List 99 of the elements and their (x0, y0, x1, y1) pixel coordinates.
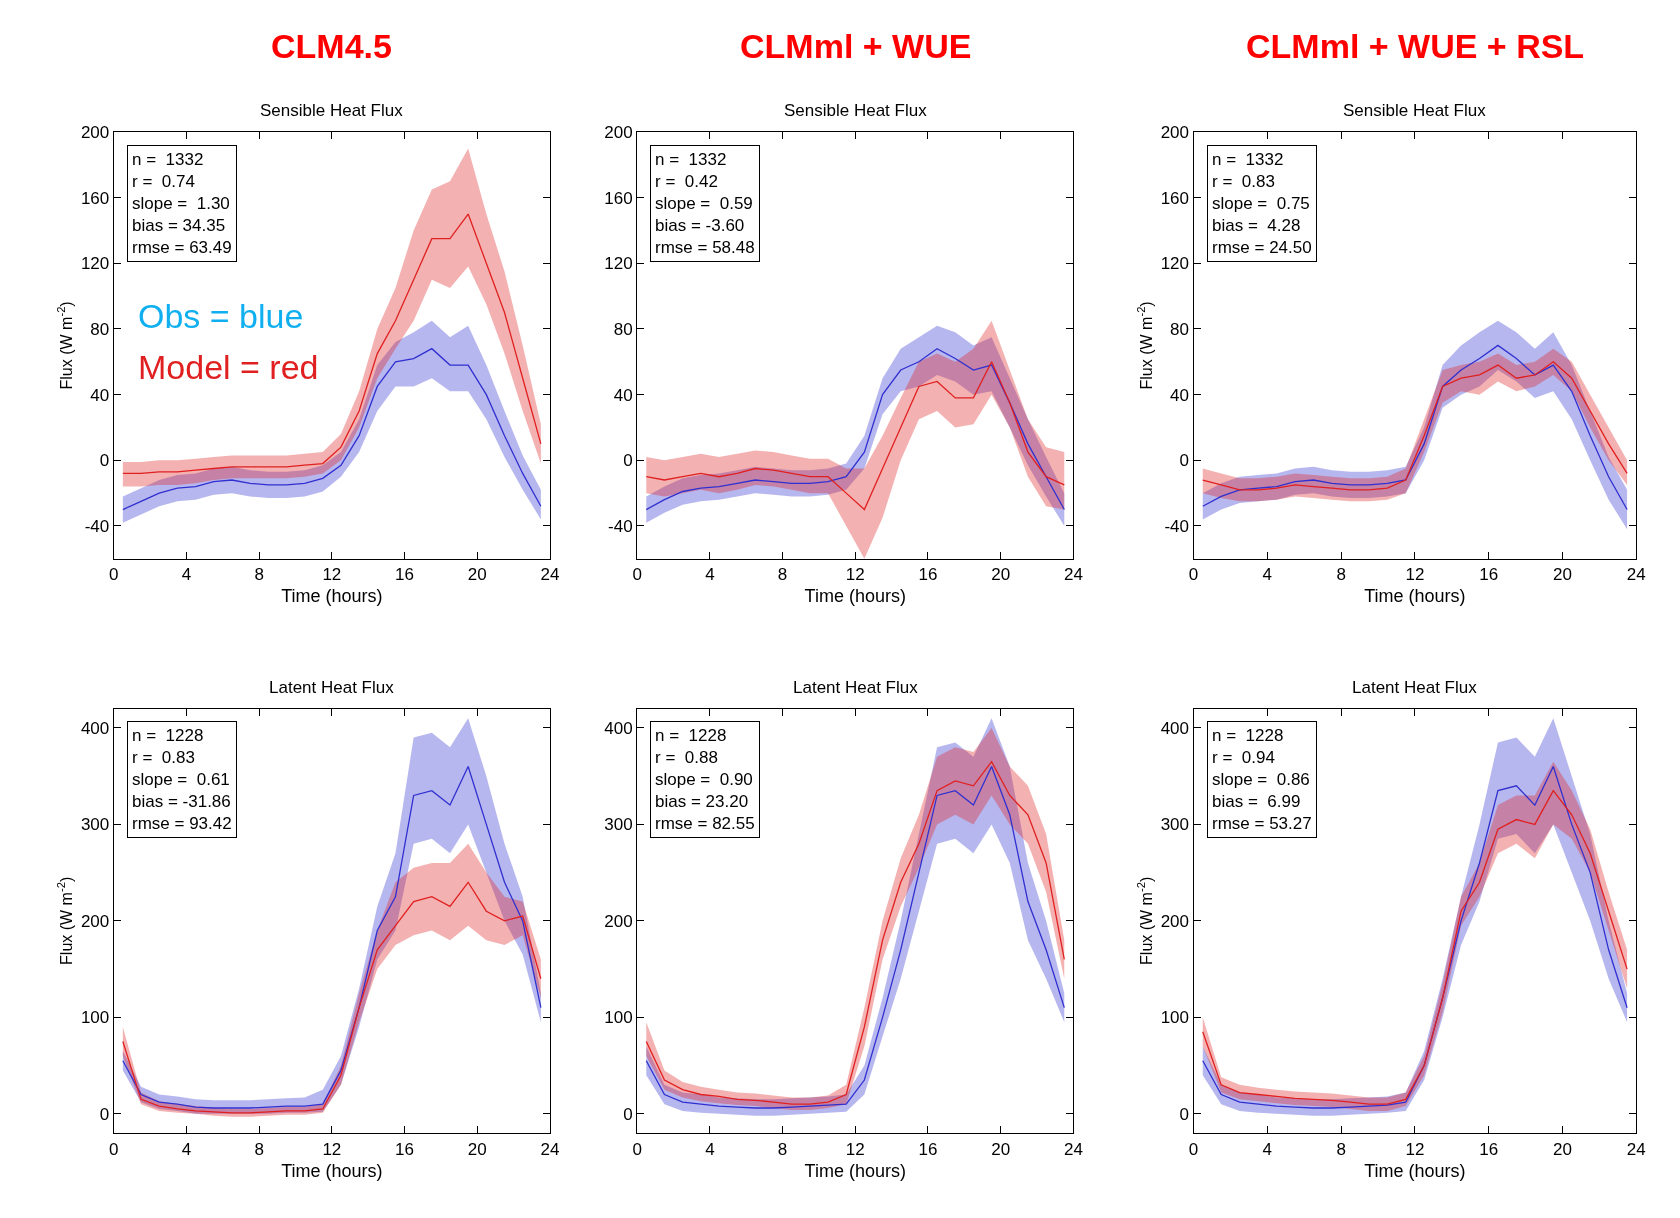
x-tick-label: 8 (254, 565, 264, 585)
chart-title: CLMml + WUE + RSL (1246, 27, 1585, 65)
y-tick-label: 40 (1170, 385, 1190, 405)
y-tick-label: 100 (1160, 1008, 1190, 1028)
y-tick-label: 100 (604, 1008, 633, 1028)
y-tick-label: 400 (80, 718, 110, 738)
annotation: n = 1332 r = 0.42 slope = 0.59 bias = -3.60 rmse = 58.48 (655, 150, 755, 258)
x-axis-title: Time (hours) (281, 1160, 383, 1181)
x-tick-label: 20 (991, 1139, 1011, 1159)
y-tick-label: 120 (1160, 254, 1190, 274)
x-tick-label: 12 (1405, 1139, 1425, 1159)
x-axis-title: Time (hours) (1364, 586, 1466, 607)
annotation: n = 1332 r = 0.74 slope = 1.30 bias = 34.35 rmse = 63.49 (132, 150, 232, 258)
line-series (122, 881, 542, 1114)
y-tick-label: 0 (99, 451, 110, 471)
chart-subtitle: Sensible Heat Flux (260, 101, 404, 120)
y-tick-label: 200 (80, 122, 110, 142)
y-tick-label: 120 (604, 254, 633, 274)
x-axis-title: Time (hours) (281, 586, 383, 607)
annotation: n = 1228 r = 0.88 slope = 0.90 bias = 23.20 rmse = 82.55 (655, 726, 755, 834)
y-tick-label: -40 (608, 516, 633, 536)
y-tick-label: 0 (99, 1104, 110, 1124)
y-tick-label: 400 (1160, 718, 1190, 738)
y-tick-label: 0 (623, 1104, 633, 1124)
x-tick-label: 24 (1063, 1139, 1083, 1159)
line-series (122, 348, 542, 511)
x-axis-title: Time (hours) (1364, 1160, 1466, 1181)
x-tick-label: 20 (991, 565, 1011, 585)
x-tick-label: 16 (918, 1139, 938, 1159)
y-tick-label: 160 (604, 188, 633, 208)
x-tick-label: 8 (254, 1139, 264, 1159)
x-tick-label: 24 (1626, 1139, 1646, 1159)
annotation: Obs = blue (138, 297, 304, 335)
y-tick-label: 0 (623, 451, 633, 471)
x-tick-label: 16 (918, 565, 938, 585)
x-tick-label: 8 (1336, 1139, 1346, 1159)
x-tick-label: 16 (395, 1139, 415, 1159)
x-tick-label: 16 (395, 565, 415, 585)
x-tick-label: 4 (705, 565, 715, 585)
y-tick-label: 80 (613, 319, 633, 339)
y-tick-label: 200 (1160, 911, 1190, 931)
x-tick-label: 12 (845, 565, 865, 585)
y-tick-label: 300 (604, 815, 633, 835)
x-tick-label: 20 (1553, 1139, 1572, 1159)
y-tick-label: 0 (1179, 451, 1190, 471)
y-tick-label: 200 (604, 911, 633, 931)
y-tick-label: 80 (1170, 319, 1190, 339)
chart-subtitle: Sensible Heat Flux (784, 101, 928, 120)
x-tick-label: 24 (540, 1139, 560, 1159)
x-tick-label: 24 (1063, 565, 1083, 585)
annotation: n = 1228 r = 0.94 slope = 0.86 bias = 6.99 rmse = 53.27 (1212, 726, 1312, 834)
x-tick-label: 20 (467, 565, 487, 585)
y-tick-label: 100 (80, 1008, 110, 1028)
y-tick-label: 300 (1160, 815, 1190, 835)
y-tick-label: -40 (84, 516, 110, 536)
chart-subtitle: Latent Heat Flux (793, 678, 919, 697)
y-tick-label: 40 (613, 385, 633, 405)
annotation: n = 1228 r = 0.83 slope = 0.61 bias = -31.86 rmse = 93.42 (132, 726, 232, 834)
y-tick-label: 0 (1179, 1104, 1190, 1124)
chart-title: CLMml + WUE (740, 27, 972, 65)
y-tick-label: -40 (1164, 516, 1190, 536)
y-tick-label: 200 (1160, 122, 1190, 142)
x-tick-label: 4 (1262, 1139, 1273, 1159)
x-tick-label: 4 (181, 565, 192, 585)
y-tick-label: 80 (90, 319, 110, 339)
x-tick-label: 8 (777, 565, 788, 585)
x-tick-label: 8 (1336, 565, 1346, 585)
line-series (1202, 361, 1628, 491)
x-tick-label: 12 (322, 565, 342, 585)
y-tick-label: 160 (80, 188, 110, 208)
y-tick-label: 120 (80, 254, 110, 274)
x-axis-title: Time (hours) (804, 586, 906, 607)
x-tick-label: 24 (540, 565, 560, 585)
y-tick-label: 400 (604, 718, 633, 738)
x-tick-label: 16 (1479, 565, 1499, 585)
x-tick-label: 8 (777, 1139, 788, 1159)
x-tick-label: 12 (845, 1139, 865, 1159)
y-tick-label: 160 (1160, 188, 1190, 208)
chart-title: CLM4.5 (271, 27, 392, 65)
x-tick-label: 12 (1405, 565, 1425, 585)
x-tick-label: 12 (322, 1139, 342, 1159)
x-tick-label: 4 (1262, 565, 1273, 585)
x-tick-label: 4 (181, 1139, 192, 1159)
x-tick-label: 20 (467, 1139, 487, 1159)
x-tick-label: 24 (1626, 565, 1646, 585)
chart-subtitle: Sensible Heat Flux (1343, 101, 1487, 120)
chart-subtitle: Latent Heat Flux (269, 678, 395, 697)
chart-subtitle: Latent Heat Flux (1352, 678, 1478, 697)
x-axis-title: Time (hours) (804, 1160, 906, 1181)
y-tick-label: 300 (80, 815, 110, 835)
x-tick-label: 16 (1479, 1139, 1499, 1159)
x-tick-label: 4 (705, 1139, 715, 1159)
x-tick-label: 20 (1553, 565, 1572, 585)
line-series (122, 213, 542, 475)
y-tick-label: 200 (604, 122, 633, 142)
annotation: n = 1332 r = 0.83 slope = 0.75 bias = 4.28 rmse = 24.50 (1212, 150, 1312, 258)
annotation: Model = red (138, 348, 319, 386)
y-tick-label: 40 (90, 385, 110, 405)
y-tick-label: 200 (80, 911, 110, 931)
